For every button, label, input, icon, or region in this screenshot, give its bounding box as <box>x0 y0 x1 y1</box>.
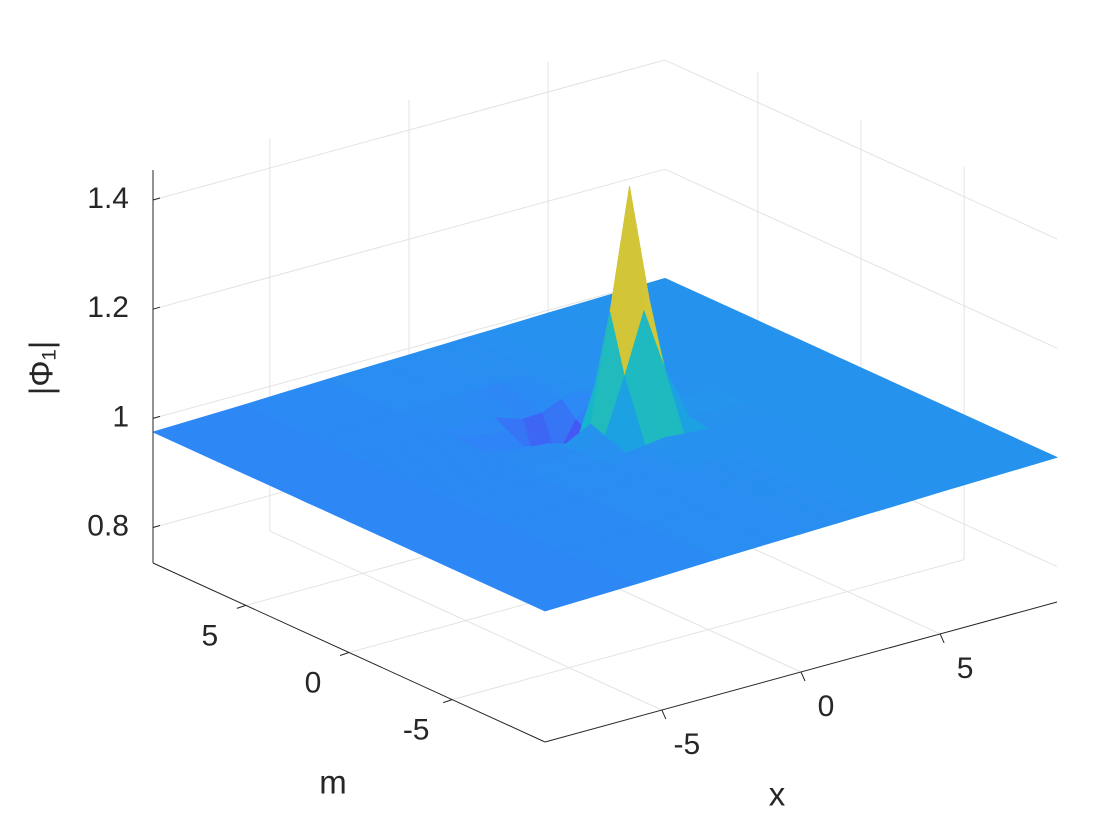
x-axis-label: x <box>769 776 786 813</box>
m-tick <box>236 604 247 609</box>
grid-line <box>452 559 965 701</box>
m-tick <box>339 652 350 656</box>
m-tick-label: -5 <box>403 714 430 747</box>
z-tick-label: 1.4 <box>87 182 129 215</box>
surface <box>152 185 1058 612</box>
grid-line <box>152 277 666 419</box>
z-axis-label: |Φ₁| <box>23 341 60 396</box>
x-tick <box>939 633 945 644</box>
x-tick-label: 0 <box>818 690 835 723</box>
z-tick <box>152 197 161 201</box>
z-tick-label: 0.8 <box>87 509 129 542</box>
grid-line <box>664 59 1058 240</box>
grid-line <box>152 59 666 201</box>
m-axis-label: m <box>319 764 347 801</box>
m-tick-label: 5 <box>201 619 218 652</box>
m-tick <box>442 699 453 704</box>
x-tick <box>661 709 667 720</box>
z-tick <box>152 415 161 419</box>
z-tick <box>152 306 161 310</box>
z-tick <box>152 525 161 529</box>
z-tick-label: 1 <box>112 400 129 433</box>
x-tick <box>800 671 806 682</box>
z-tick-label: 1.2 <box>87 291 129 324</box>
m-tick-label: 0 <box>305 666 322 699</box>
grid-line <box>152 168 666 310</box>
surface-patch <box>472 551 635 612</box>
x-tick-label: -5 <box>674 728 701 761</box>
axes-layer: -5 0 5 -5 0 5 0.8 1 1.2 1.4 <box>87 170 1058 761</box>
x-tick-label: 5 <box>957 652 974 685</box>
grid-line <box>664 168 1058 349</box>
